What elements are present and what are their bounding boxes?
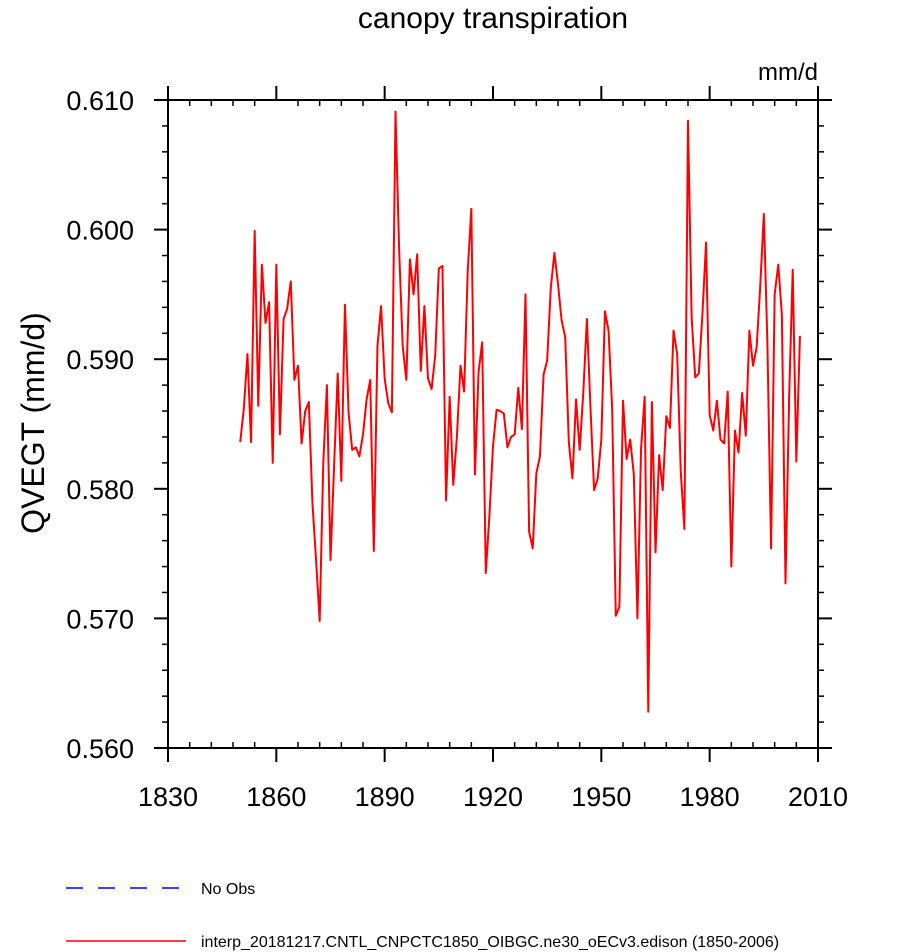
x-tick-label: 1890 [355,782,415,812]
y-axis-label: QVEGT (mm/d) [15,312,51,534]
legend-label-no-obs: No Obs [201,881,255,898]
series-layer [239,110,801,713]
y-tick-label: 0.610 [66,86,134,116]
x-tick-labels: 1830 1860 1890 1920 1950 1980 2010 [138,782,848,812]
x-tick-label: 1980 [680,782,740,812]
legend: No Obs interp_20181217.CNTL_CNPCTC1850_O… [66,881,779,951]
y-tick-labels: 0.560 0.570 0.580 0.590 0.600 0.610 [66,86,134,764]
y-tick-label: 0.580 [66,475,134,505]
y-tick-label: 0.590 [66,345,134,375]
x-tick-label: 1860 [246,782,306,812]
x-tick-label: 1830 [138,782,198,812]
x-tick-label: 1950 [571,782,631,812]
y-tick-label: 0.560 [66,734,134,764]
x-tick-label: 2010 [788,782,848,812]
major-ticks [154,86,832,762]
series-line-1 [239,110,801,713]
x-tick-label: 1920 [463,782,523,812]
chart-title: canopy transpiration [358,2,628,35]
y-tick-label: 0.570 [66,604,134,634]
units-label: mm/d [758,59,818,86]
legend-label-model: interp_20181217.CNTL_CNPCTC1850_OIBGC.ne… [201,934,779,951]
plot-frame [167,99,819,749]
y-tick-label: 0.600 [66,216,134,246]
